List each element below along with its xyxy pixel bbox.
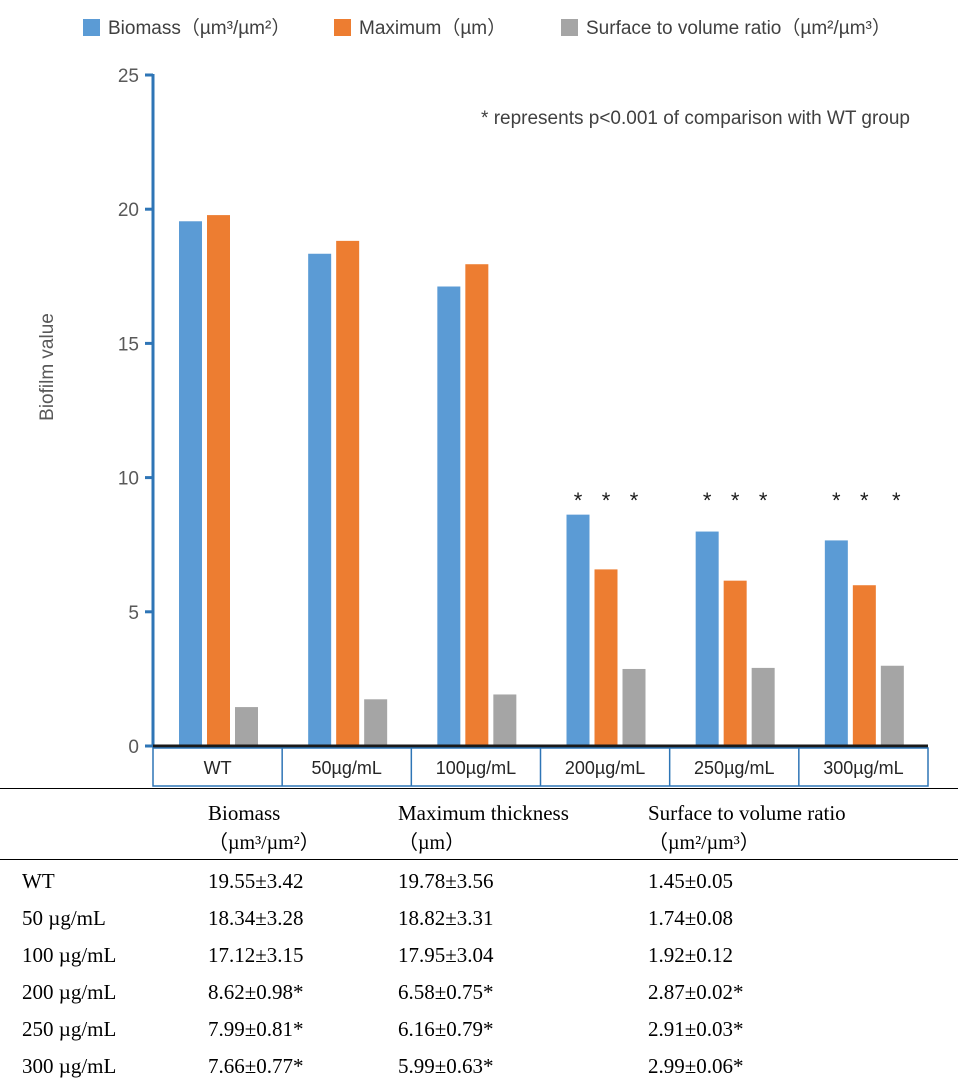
legend-swatch-maximum bbox=[334, 19, 351, 36]
table-row: 200 µg/mL 8.62±0.98* 6.58±0.75* 2.87±0.0… bbox=[0, 974, 958, 1011]
bar-maximum-wt bbox=[207, 215, 230, 746]
header-label: Biomass bbox=[208, 801, 281, 825]
table-header-surface-volume: Surface to volume ratio （µm²/µm³） bbox=[648, 798, 846, 858]
table-top-rule bbox=[0, 788, 958, 789]
thickness-value: 19.78±3.56 bbox=[398, 869, 494, 893]
ratio-value: 2.87±0.02* bbox=[648, 980, 744, 1004]
thickness-value: 17.95±3.04 bbox=[398, 943, 494, 967]
row-label: 250 µg/mL bbox=[22, 1017, 117, 1041]
table-row: 300 µg/mL 7.66±0.77* 5.99±0.63* 2.99±0.0… bbox=[0, 1048, 958, 1085]
y-axis-label: Biofilm value bbox=[37, 313, 58, 421]
ratio-value: 1.45±0.05 bbox=[648, 869, 734, 893]
biomass-value: 7.99±0.81* bbox=[208, 1017, 304, 1041]
header-unit: （µm） bbox=[398, 832, 466, 854]
ratio-value: 1.92±0.12 bbox=[648, 943, 734, 967]
significance-star: * bbox=[630, 488, 639, 513]
bar-biomass-300-g-ml bbox=[824, 540, 848, 746]
significance-star: * bbox=[703, 488, 712, 513]
row-label: 200 µg/mL bbox=[22, 980, 117, 1004]
chart-legend: Biomass（µm³/µm²） Maximum（µm） Surface to vo… bbox=[83, 17, 891, 39]
bar-surface-to-volume-ratio-100-g-ml bbox=[493, 694, 517, 746]
y-tick-label: 5 bbox=[128, 603, 139, 624]
table-row: WT 19.55±3.42 19.78±3.56 1.45±0.05 bbox=[0, 863, 958, 900]
ratio-value: 2.91±0.03* bbox=[648, 1017, 744, 1041]
x-tick-label: 200µg/mL bbox=[565, 758, 645, 778]
bar-maximum-300-g-ml bbox=[852, 585, 876, 746]
legend-label: Surface to volume ratio（µm²/µm³） bbox=[586, 17, 891, 39]
bar-surface-to-volume-ratio-300-g-ml bbox=[880, 665, 904, 746]
table-header-maximum-thickness: Maximum thickness （µm） bbox=[398, 798, 569, 858]
y-tick-label: 25 bbox=[118, 66, 139, 87]
header-label: Maximum thickness bbox=[398, 801, 569, 825]
x-tick-label: WT bbox=[204, 758, 232, 778]
biomass-value: 7.66±0.77* bbox=[208, 1054, 304, 1078]
bar-biomass-200-g-ml bbox=[566, 514, 590, 746]
biomass-value: 8.62±0.98* bbox=[208, 980, 304, 1004]
table-header-biomass: Biomass （µm³/µm²） bbox=[208, 798, 320, 858]
table-header-rule bbox=[0, 859, 958, 860]
thickness-value: 6.16±0.79* bbox=[398, 1017, 494, 1041]
chart-annotation: * represents p<0.001 of comparison with … bbox=[481, 108, 910, 129]
header-label: Surface to volume ratio bbox=[648, 801, 846, 825]
chart-bars bbox=[179, 215, 904, 746]
x-tick-label: 50µg/mL bbox=[312, 758, 382, 778]
significance-star: * bbox=[574, 488, 583, 513]
row-label: 100 µg/mL bbox=[22, 943, 117, 967]
bar-maximum-50-g-ml bbox=[336, 240, 360, 746]
y-tick-label: 10 bbox=[118, 469, 139, 490]
ratio-value: 1.74±0.08 bbox=[648, 906, 734, 930]
biofilm-bar-chart: Biomass（µm³/µm²） Maximum（µm） Surface to vo… bbox=[37, 17, 929, 787]
thickness-value: 18.82±3.31 bbox=[398, 906, 494, 930]
legend-label: Maximum（µm） bbox=[359, 17, 506, 39]
x-tick-label: 300µg/mL bbox=[823, 758, 903, 778]
legend-label: Biomass（µm³/µm²） bbox=[108, 17, 290, 39]
x-axis: WT 50µg/mL 100µg/mL 200µg/mL 250µg/mL 300µg/m… bbox=[152, 744, 929, 787]
y-tick-label: 0 bbox=[128, 737, 139, 758]
bar-biomass-wt bbox=[179, 221, 202, 746]
bar-surface-to-volume-ratio-250-g-ml bbox=[751, 667, 775, 746]
significance-star: * bbox=[602, 488, 611, 513]
significance-star: * bbox=[759, 488, 768, 513]
x-tick-label: 250µg/mL bbox=[694, 758, 774, 778]
header-unit: （µm³/µm²） bbox=[208, 832, 320, 854]
bar-surface-to-volume-ratio-wt bbox=[235, 707, 258, 746]
significance-star: * bbox=[832, 488, 841, 513]
bar-maximum-200-g-ml bbox=[594, 569, 618, 746]
biomass-value: 19.55±3.42 bbox=[208, 869, 304, 893]
y-tick-label: 15 bbox=[118, 334, 139, 355]
row-label: WT bbox=[22, 869, 55, 893]
y-tick-label: 20 bbox=[118, 200, 139, 221]
bar-surface-to-volume-ratio-50-g-ml bbox=[364, 699, 388, 746]
table-row: 250 µg/mL 7.99±0.81* 6.16±0.79* 2.91±0.0… bbox=[0, 1011, 958, 1048]
header-unit: （µm²/µm³） bbox=[648, 832, 760, 854]
y-axis: 0 5 10 15 20 25 bbox=[118, 66, 155, 758]
x-tick-label: 100µg/mL bbox=[436, 758, 516, 778]
legend-swatch-biomass bbox=[83, 19, 100, 36]
bar-biomass-50-g-ml bbox=[308, 253, 332, 746]
bar-maximum-100-g-ml bbox=[465, 264, 489, 746]
thickness-value: 6.58±0.75* bbox=[398, 980, 494, 1004]
significance-markers: * * * * * * * * * bbox=[574, 488, 901, 513]
table-row: 50 µg/mL 18.34±3.28 18.82±3.31 1.74±0.08 bbox=[0, 900, 958, 937]
thickness-value: 5.99±0.63* bbox=[398, 1054, 494, 1078]
significance-star: * bbox=[892, 488, 901, 513]
biomass-value: 18.34±3.28 bbox=[208, 906, 304, 930]
bar-surface-to-volume-ratio-200-g-ml bbox=[622, 668, 646, 746]
row-label: 50 µg/mL bbox=[22, 906, 106, 930]
significance-star: * bbox=[731, 488, 740, 513]
table-row: 100 µg/mL 17.12±3.15 17.95±3.04 1.92±0.1… bbox=[0, 937, 958, 974]
bar-maximum-250-g-ml bbox=[723, 580, 747, 746]
bar-biomass-250-g-ml bbox=[695, 531, 719, 746]
ratio-value: 2.99±0.06* bbox=[648, 1054, 744, 1078]
row-label: 300 µg/mL bbox=[22, 1054, 117, 1078]
legend-swatch-surface-to-volume-ratio bbox=[561, 19, 578, 36]
bar-biomass-100-g-ml bbox=[437, 286, 461, 746]
biomass-value: 17.12±3.15 bbox=[208, 943, 304, 967]
significance-star: * bbox=[860, 488, 869, 513]
